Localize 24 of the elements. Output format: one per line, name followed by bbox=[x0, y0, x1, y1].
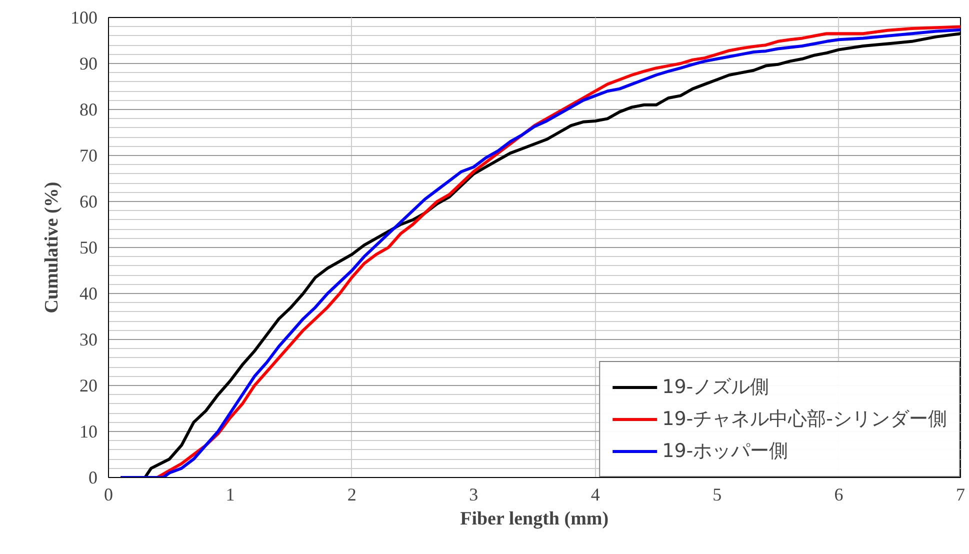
y-tick-label: 60 bbox=[80, 192, 98, 212]
y-tick-label: 80 bbox=[80, 100, 98, 120]
y-tick-label: 20 bbox=[80, 376, 98, 396]
y-tick-label: 100 bbox=[70, 8, 98, 28]
y-tick-label: 50 bbox=[80, 238, 98, 258]
x-tick-label: 0 bbox=[104, 484, 113, 504]
x-tick-label: 7 bbox=[956, 484, 965, 504]
y-tick-label: 70 bbox=[80, 146, 98, 166]
x-tick-label: 5 bbox=[712, 484, 722, 504]
x-tick-label: 2 bbox=[347, 484, 356, 504]
x-tick-label: 6 bbox=[834, 484, 844, 504]
legend-label: 19-チャネル中心部-シリンダー側 bbox=[662, 407, 947, 432]
x-tick-label: 1 bbox=[226, 484, 235, 504]
legend-label: 19-ホッパー側 bbox=[662, 439, 788, 464]
y-tick-label: 30 bbox=[80, 330, 98, 350]
y-tick-label: 90 bbox=[80, 54, 98, 74]
x-tick-label: 3 bbox=[469, 484, 478, 504]
y-axis-title: Cumulative (%) bbox=[42, 182, 62, 314]
y-tick-label: 10 bbox=[80, 422, 98, 442]
legend-label: 19-ノズル側 bbox=[662, 375, 770, 400]
x-axis-title: Fiber length (mm) bbox=[460, 508, 609, 530]
y-tick-label: 0 bbox=[88, 468, 98, 488]
x-tick-label: 4 bbox=[590, 484, 600, 504]
y-tick-label: 40 bbox=[80, 284, 98, 304]
